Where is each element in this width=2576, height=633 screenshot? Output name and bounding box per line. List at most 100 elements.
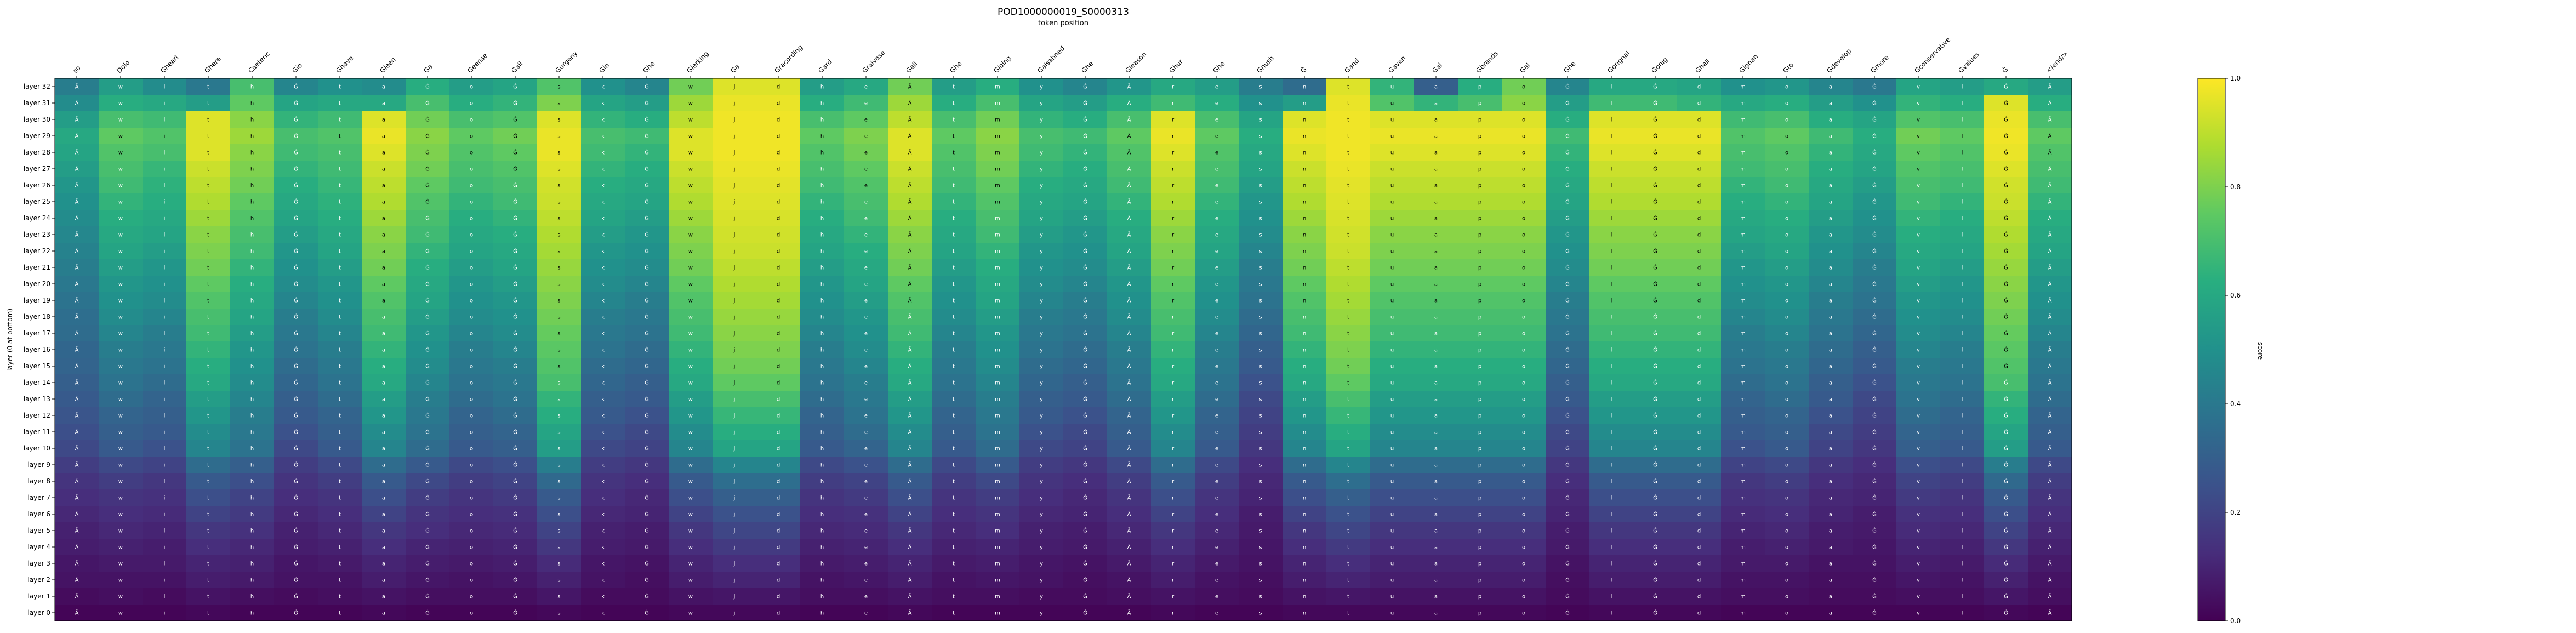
cell-token-label: o [1522, 134, 1525, 140]
cell-token-label: j [733, 249, 736, 255]
heatmap-cell [581, 259, 625, 276]
heatmap-cell [1326, 276, 1371, 293]
cell-token-label: t [953, 545, 955, 551]
cell-token-label: e [864, 101, 868, 107]
heatmap-cell [1765, 243, 1809, 260]
cell-token-label: i [164, 199, 166, 206]
cell-token-label: h [820, 495, 824, 501]
heatmap-cell [1896, 161, 1941, 178]
cell-token-label: d [1697, 117, 1701, 123]
cell-token-label: m [1740, 199, 1746, 206]
cell-token-label: s [1259, 331, 1262, 337]
cell-token-label: s [557, 315, 560, 321]
heatmap-cell [1765, 292, 1809, 309]
heatmap-cell [2028, 210, 2072, 227]
cell-token-label: Ā [1127, 215, 1131, 222]
heatmap-cell [1151, 193, 1195, 210]
heatmap-cell [1502, 243, 1546, 260]
heatmap-cell [625, 243, 669, 260]
heatmap-cell [1765, 259, 1809, 276]
cell-token-label: t [207, 150, 209, 156]
heatmap-cell [1502, 95, 1546, 112]
cell-token-label: a [1434, 298, 1438, 304]
cell-token-label: n [1303, 150, 1306, 156]
x-tick-label: Ghe [948, 60, 963, 75]
heatmap-cell [1940, 292, 1985, 309]
cell-token-label: Ā [75, 544, 79, 551]
cell-token-label: i [164, 84, 166, 90]
heatmap-cell [932, 177, 976, 194]
cell-token-label: Ā [2048, 264, 2052, 271]
cell-token-label: o [1522, 430, 1525, 436]
cell-token-label: t [1347, 463, 1349, 469]
cell-token-label: Ġ [513, 593, 517, 600]
cell-token-label: d [777, 463, 780, 469]
cell-token-label: h [250, 495, 254, 501]
heatmap-cell [493, 226, 538, 243]
heatmap-cell [537, 276, 582, 293]
heatmap-cell [2028, 111, 2072, 128]
x-tick-label: Gaisahned [1036, 44, 1066, 75]
cell-token-label: Ā [908, 198, 912, 206]
heatmap-cell [1546, 177, 1590, 194]
cell-token-label: e [864, 397, 868, 403]
cell-token-label: Ġ [1653, 609, 1657, 617]
heatmap-cell [581, 111, 625, 128]
cell-token-label: t [953, 298, 955, 304]
cell-token-label: Ġ [1653, 560, 1657, 567]
heatmap-cell [1414, 95, 1458, 112]
cell-token-label: a [1434, 545, 1438, 551]
cell-token-label: Ġ [645, 527, 649, 534]
cell-token-label: v [1917, 561, 1920, 567]
cell-token-label: Ġ [425, 198, 430, 206]
heatmap-cell [1195, 161, 1239, 178]
cell-token-label: a [382, 282, 385, 288]
heatmap-cell [1151, 259, 1195, 276]
cell-token-label: t [207, 380, 209, 386]
cell-token-label: Ā [1127, 363, 1131, 370]
heatmap-cell [1721, 259, 1765, 276]
heatmap-cell [1283, 276, 1327, 293]
cell-token-label: l [1611, 545, 1612, 551]
cell-token-label: Ġ [1872, 396, 1877, 403]
cell-token-label: a [382, 249, 385, 255]
heatmap-cell [1721, 161, 1765, 178]
cell-token-label: w [118, 594, 123, 600]
cell-token-label: s [557, 216, 560, 222]
cell-token-label: v [1917, 298, 1920, 304]
cell-token-label: v [1917, 232, 1920, 238]
cell-token-label: Ā [1127, 281, 1131, 288]
cell-token-label: o [470, 528, 473, 534]
heatmap-cell [713, 95, 757, 112]
cell-token-label: Ġ [2004, 527, 2008, 534]
y-tick-label: layer 13 [24, 395, 50, 403]
cell-token-label: Ġ [513, 478, 517, 485]
cell-token-label: m [995, 413, 1000, 419]
cell-token-label: Ġ [425, 100, 430, 107]
cell-token-label: Ġ [294, 83, 298, 90]
heatmap-cell [362, 161, 406, 178]
heatmap-cell [2028, 193, 2072, 210]
heatmap-cell [1283, 226, 1327, 243]
x-tick-label: Ghe [1562, 60, 1577, 75]
cell-token-label: Ġ [513, 215, 517, 222]
cell-token-label: o [1785, 611, 1788, 617]
cell-token-label: e [1215, 446, 1218, 452]
cell-token-label: Ġ [1565, 609, 1570, 617]
heatmap-cell [1239, 161, 1283, 178]
heatmap-cell [756, 276, 801, 293]
cell-token-label: h [820, 265, 824, 271]
heatmap-cell [1063, 226, 1108, 243]
cell-token-label: l [1962, 84, 1963, 90]
heatmap-cell [1063, 161, 1108, 178]
cell-token-label: e [864, 331, 868, 337]
cell-token-label: y [1040, 150, 1043, 156]
cell-token-label: d [1697, 545, 1701, 551]
cell-token-label: w [118, 495, 123, 501]
heatmap-cell [362, 128, 406, 145]
cell-token-label: Ġ [1653, 412, 1657, 419]
cell-token-label: t [1347, 101, 1349, 107]
cell-token-label: v [1917, 331, 1920, 337]
cell-token-label: d [777, 134, 780, 140]
cell-token-label: k [601, 446, 605, 452]
